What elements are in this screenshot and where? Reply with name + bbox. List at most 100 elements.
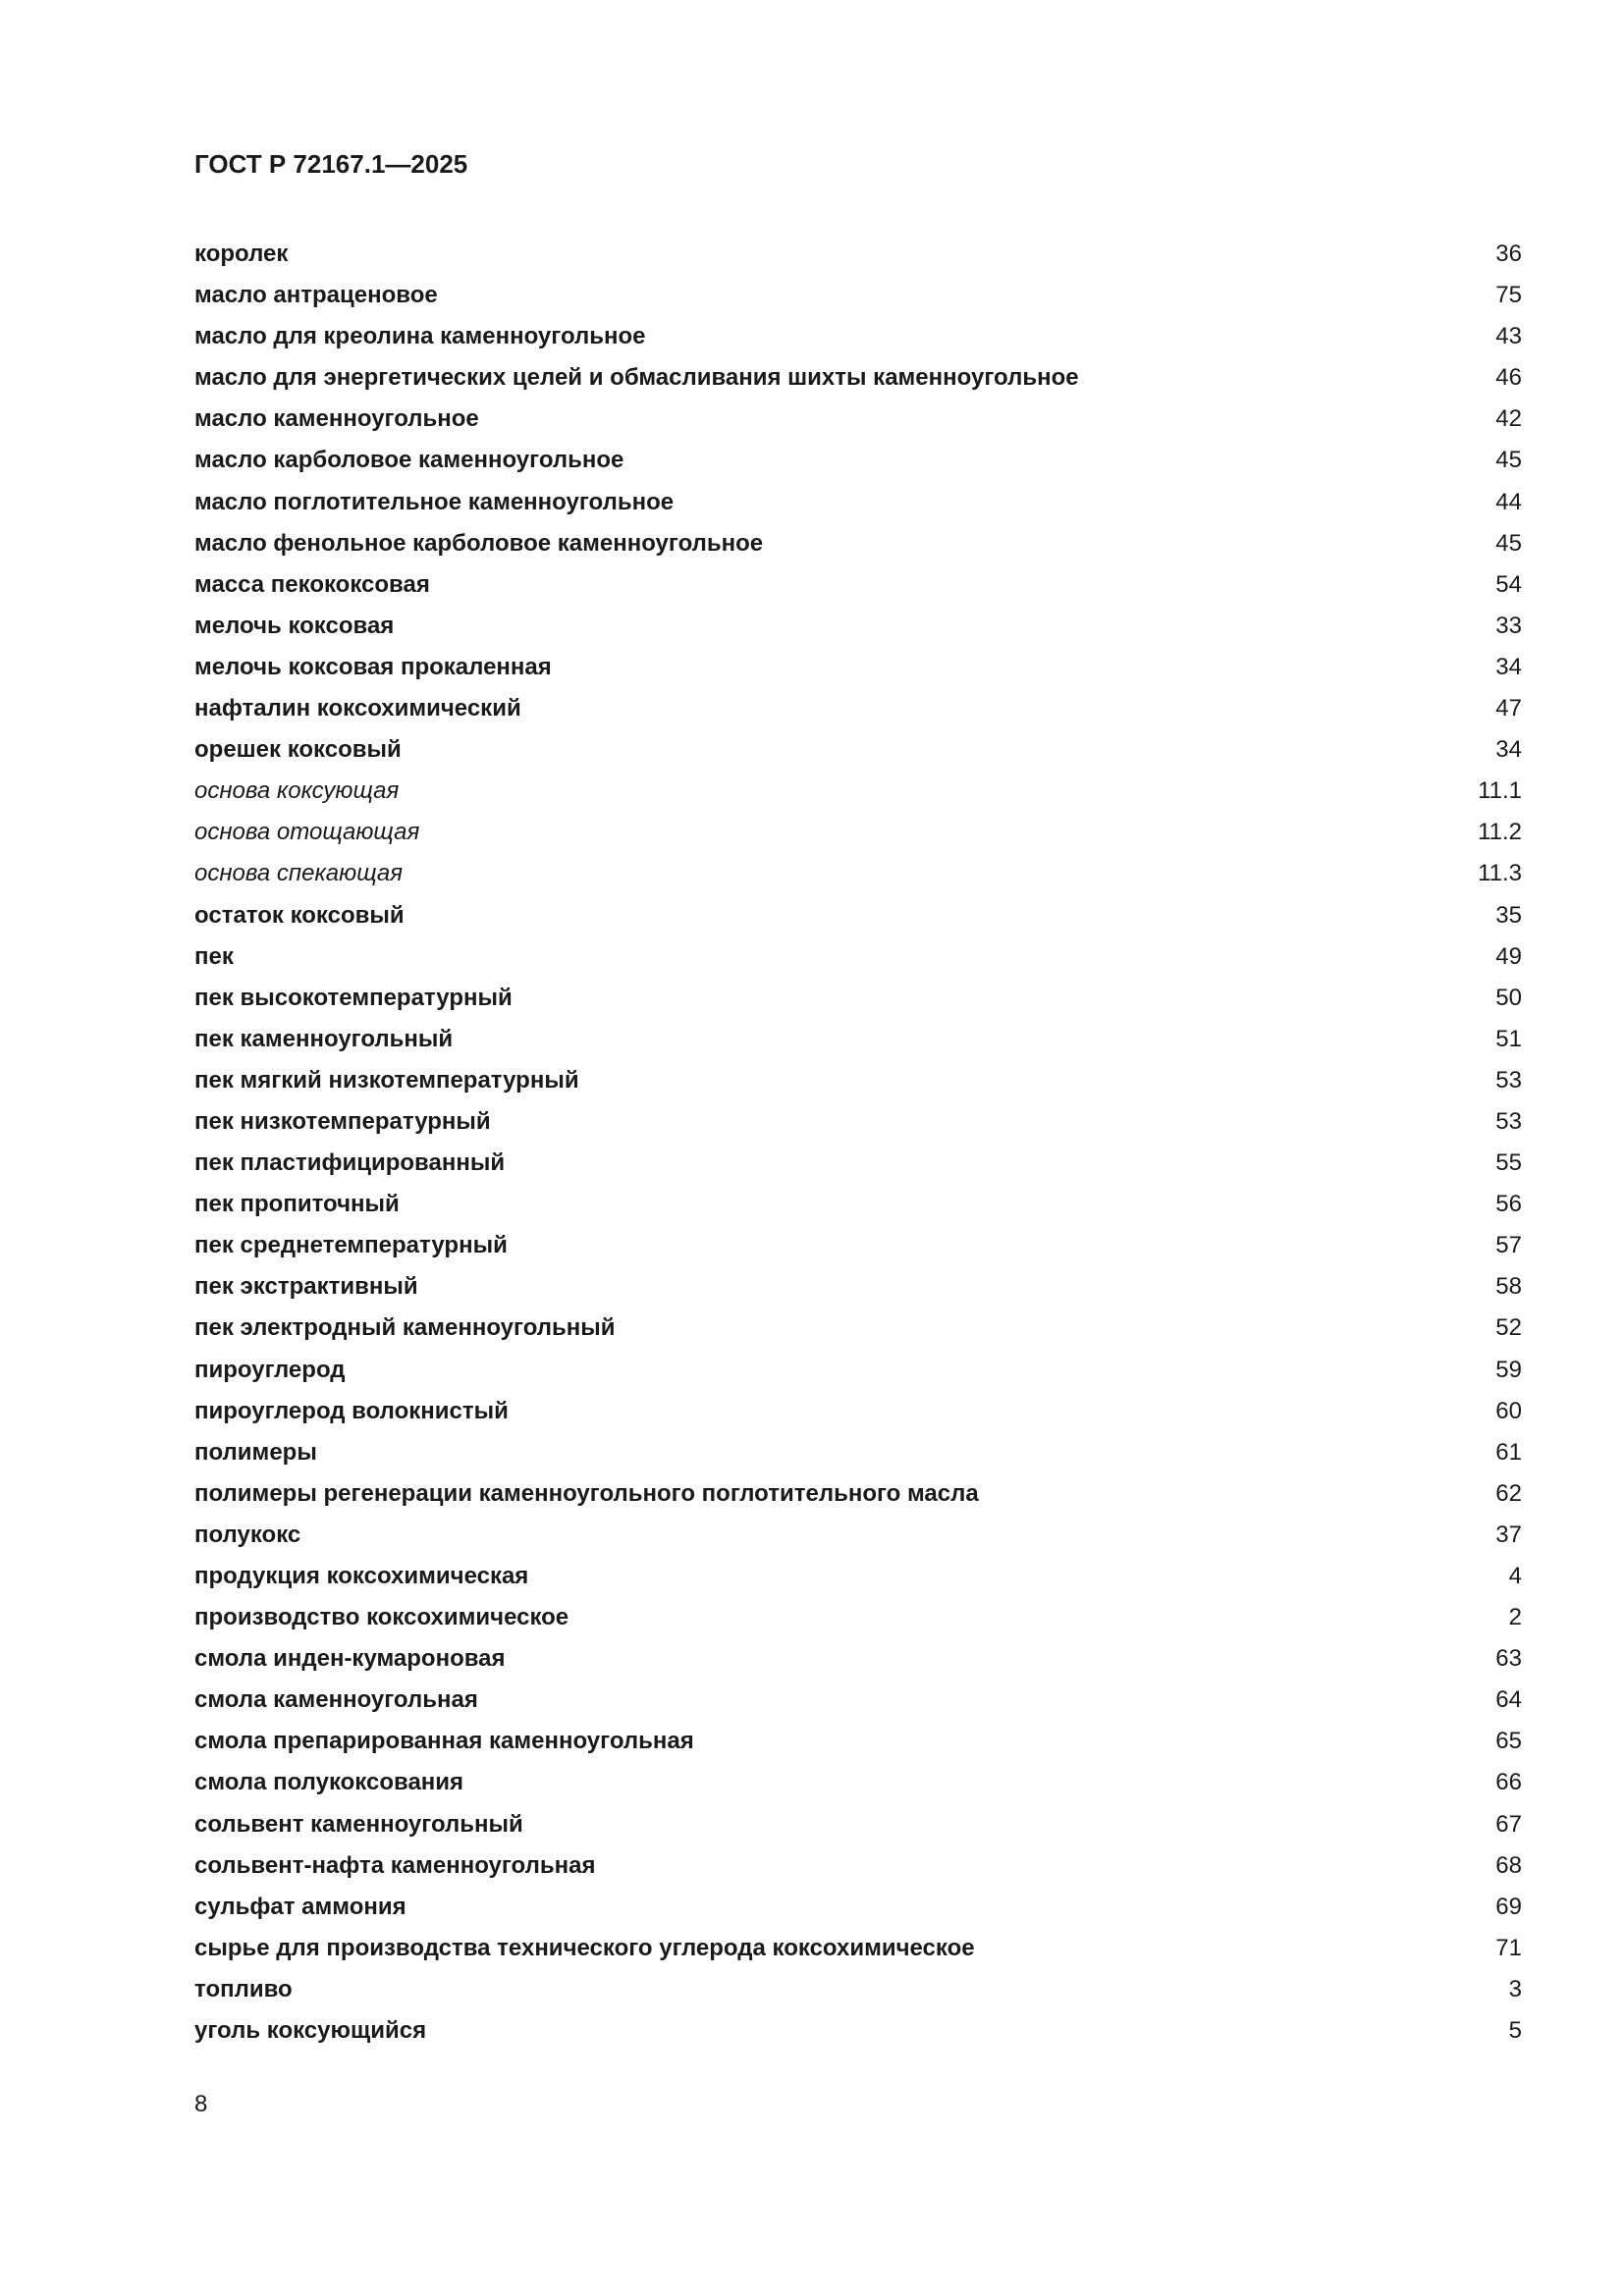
- index-term: масло для энергетических целей и обмасли…: [194, 364, 1079, 392]
- index-term: королек: [194, 240, 289, 267]
- index-term-reference: 61: [1495, 1438, 1522, 1466]
- index-term-reference: 11.2: [1478, 819, 1522, 846]
- index-entry: пироуглерод волокнистый 60: [194, 1396, 1522, 1437]
- index-term-reference: 33: [1495, 612, 1522, 639]
- index-term-reference: 11.1: [1478, 777, 1522, 805]
- index-entry: сольвент-нафта каменноугольная 68: [194, 1850, 1522, 1892]
- index-term-reference: 57: [1495, 1232, 1522, 1259]
- index-term: пек: [194, 942, 234, 970]
- index-term-reference: 45: [1495, 529, 1522, 557]
- index-entry: масло поглотительное каменноугольное 44: [194, 487, 1522, 528]
- index-entry: сырье для производства технического угле…: [194, 1933, 1522, 1974]
- index-entry: топливо 3: [194, 1974, 1522, 2015]
- index-term: основа спекающая: [194, 860, 404, 887]
- index-term-reference: 5: [1508, 2017, 1522, 2045]
- index-term: смола инден-кумароновая: [194, 1645, 506, 1673]
- index-term: масло карболовое каменноугольное: [194, 447, 624, 474]
- index-term-reference: 37: [1495, 1521, 1522, 1548]
- index-entry: основа спекающая 11.3: [194, 858, 1522, 899]
- index-term-reference: 11.3: [1478, 860, 1522, 887]
- index-term: основа коксующая: [194, 777, 400, 805]
- index-entry: полукокс 37: [194, 1520, 1522, 1561]
- index-term: топливо: [194, 1975, 293, 2002]
- index-term: продукция коксохимическая: [194, 1563, 529, 1589]
- index-term: полукокс: [194, 1521, 301, 1548]
- index-entry: масло карболовое каменноугольное 45: [194, 445, 1522, 486]
- index-entry: пироуглерод 59: [194, 1355, 1522, 1396]
- index-entry: смола препарированная каменноугольная 65: [194, 1726, 1522, 1767]
- index-term: орешек коксовый: [194, 736, 402, 764]
- index-entry: уголь коксующийся 5: [194, 2015, 1522, 2056]
- index-term-reference: 44: [1495, 488, 1522, 515]
- index-term: смола каменноугольная: [194, 1686, 478, 1714]
- index-term-reference: 55: [1495, 1149, 1522, 1177]
- index-entry: королек 36: [194, 239, 1522, 280]
- index-term: уголь коксующийся: [194, 2017, 427, 2045]
- index-entry: производство коксохимическое 2: [194, 1602, 1522, 1643]
- index-entry: пек пропиточный 56: [194, 1189, 1522, 1230]
- index-term-reference: 50: [1495, 984, 1522, 1011]
- index-entry: сольвент каменноугольный 67: [194, 1809, 1522, 1850]
- index-entry: пек экстрактивный 58: [194, 1271, 1522, 1312]
- index-term: масло фенольное карболовое каменноугольн…: [194, 529, 764, 557]
- index-term-reference: 65: [1495, 1728, 1522, 1755]
- index-entry: смола каменноугольная 64: [194, 1684, 1522, 1726]
- index-term: масса пекококсовая: [194, 570, 430, 598]
- index-entry: масло каменноугольное 42: [194, 403, 1522, 445]
- index-term: сырье для производства технического угле…: [194, 1934, 975, 1961]
- index-entry: масло для энергетических целей и обмасли…: [194, 362, 1522, 403]
- index-term-reference: 71: [1495, 1934, 1522, 1961]
- index-term-reference: 75: [1495, 282, 1522, 309]
- index-term-reference: 53: [1495, 1066, 1522, 1094]
- index-term-reference: 42: [1495, 405, 1522, 433]
- index-entry: смола полукоксования 66: [194, 1767, 1522, 1808]
- index-entry: остаток коксовый 35: [194, 900, 1522, 941]
- index-entry: пек каменноугольный 51: [194, 1024, 1522, 1065]
- index-term-reference: 69: [1495, 1893, 1522, 1920]
- index-term-reference: 51: [1495, 1025, 1522, 1052]
- page-number: 8: [194, 2091, 208, 2117]
- index-term-reference: 36: [1495, 240, 1522, 267]
- index-term-reference: 2: [1508, 1604, 1522, 1631]
- index-entry: мелочь коксовая прокаленная 34: [194, 652, 1522, 693]
- index-term-reference: 35: [1495, 901, 1522, 929]
- index-term-reference: 64: [1495, 1686, 1522, 1714]
- index-term: масло поглотительное каменноугольное: [194, 488, 675, 515]
- index-entry: пек мягкий низкотемпературный 53: [194, 1065, 1522, 1106]
- index-term: смола полукоксования: [194, 1769, 464, 1796]
- index-term: пек мягкий низкотемпературный: [194, 1066, 579, 1094]
- index-term: масло для креолина каменноугольное: [194, 323, 646, 350]
- index-term: масло антраценовое: [194, 282, 438, 309]
- index-entry: полимеры 61: [194, 1437, 1522, 1478]
- index-term-reference: 4: [1508, 1563, 1522, 1589]
- index-term: смола препарированная каменноугольная: [194, 1728, 694, 1755]
- index-term: пек каменноугольный: [194, 1025, 454, 1052]
- index-term: нафталин коксохимический: [194, 695, 521, 722]
- index-entry: пек среднетемпературный 57: [194, 1230, 1522, 1271]
- index-term-reference: 45: [1495, 447, 1522, 474]
- index-term: сульфат аммония: [194, 1893, 406, 1920]
- index-term-reference: 68: [1495, 1851, 1522, 1879]
- index-term: пек экстрактивный: [194, 1273, 418, 1301]
- index-term-reference: 34: [1495, 736, 1522, 764]
- index-entry: пек пластифицированный 55: [194, 1148, 1522, 1189]
- index-term: пек пластифицированный: [194, 1149, 506, 1177]
- document-id-header: ГОСТ Р 72167.1—2025: [194, 149, 468, 179]
- index-term: масло каменноугольное: [194, 405, 479, 433]
- index-term-reference: 60: [1495, 1397, 1522, 1424]
- index-term: пек электродный каменноугольный: [194, 1314, 616, 1342]
- alphabetical-term-index: королек 36 масло антраценовое 75 масло для к…: [194, 239, 1522, 2056]
- index-entry: масса пекококсовая 54: [194, 569, 1522, 611]
- index-term-reference: 47: [1495, 695, 1522, 722]
- index-term: сольвент-нафта каменноугольная: [194, 1851, 596, 1879]
- index-entry: продукция коксохимическая 4: [194, 1561, 1522, 1602]
- index-term: пек высокотемпературный: [194, 984, 513, 1011]
- index-entry: масло для креолина каменноугольное 43: [194, 321, 1522, 362]
- index-entry: пек 49: [194, 941, 1522, 983]
- index-term: мелочь коксовая: [194, 612, 395, 639]
- index-term-reference: 66: [1495, 1769, 1522, 1796]
- index-term: пироуглерод волокнистый: [194, 1397, 509, 1424]
- index-term: сольвент каменноугольный: [194, 1810, 523, 1838]
- index-entry: пек высокотемпературный 50: [194, 983, 1522, 1024]
- index-term-reference: 34: [1495, 653, 1522, 680]
